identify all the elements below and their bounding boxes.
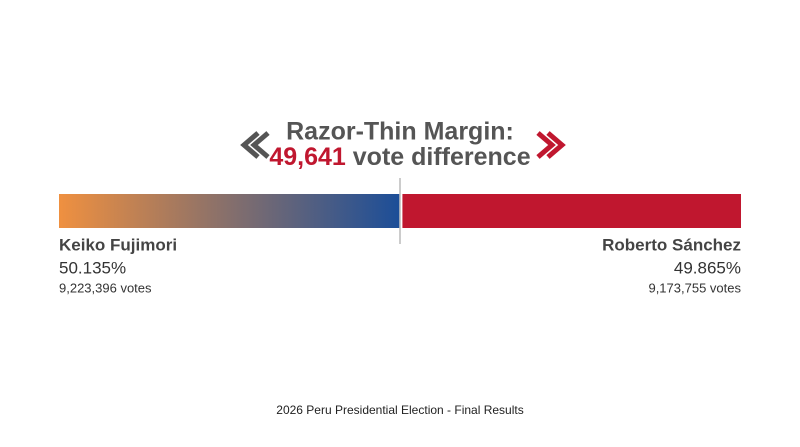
candidate-name: Roberto Sánchez [602, 235, 741, 254]
margin-line: 49,641 vote difference [269, 143, 530, 171]
caption: 2026 Peru Presidential Election - Final … [276, 403, 523, 417]
right-chevron [536, 131, 566, 159]
chart-title: Razor-Thin Margin: [286, 118, 514, 146]
votes-label: 9,223,396 votes [59, 280, 152, 295]
percent-label: 50.135% [59, 258, 126, 277]
bar-segment [59, 194, 400, 228]
percent-label: 49.865% [674, 258, 741, 277]
margin-label: 49,641 [269, 143, 346, 171]
bar-segment [402, 194, 741, 228]
margin-suffix: vote difference [353, 143, 531, 171]
votes-label: 9,173,755 votes [648, 280, 741, 295]
candidate-name: Keiko Fujimori [59, 235, 177, 254]
left-chevron [240, 131, 270, 159]
